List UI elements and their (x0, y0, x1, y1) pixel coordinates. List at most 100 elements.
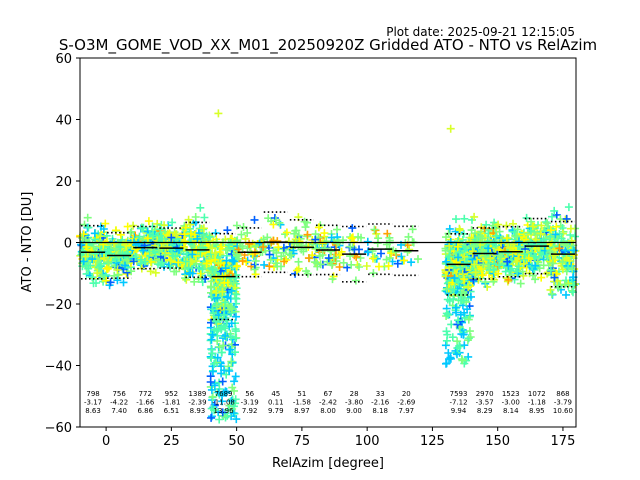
scatter-point (441, 246, 450, 255)
scatter-point (311, 258, 319, 267)
bin-label-std: 6.51 (164, 407, 180, 415)
scatter-point (562, 290, 570, 299)
scatter-point (507, 271, 516, 280)
scatter-point (558, 265, 567, 274)
scatter-point (158, 235, 167, 244)
scatter-point (513, 225, 522, 234)
scatter-point (458, 356, 467, 365)
bin-label-std: 8.14 (503, 407, 519, 415)
scatter-point (109, 239, 118, 248)
scatter-point (260, 242, 269, 250)
scatter-point (212, 302, 221, 311)
bin-label-n: 772 (139, 390, 152, 398)
bin-label-n: 756 (112, 390, 126, 398)
bin-label-std: 13.96 (214, 407, 235, 415)
scatter-point (327, 247, 336, 256)
x-tick-label: 25 (163, 434, 180, 449)
scatter-point (444, 349, 453, 357)
scatter-point (259, 243, 268, 251)
scatter-point (407, 258, 416, 267)
scatter-point (453, 337, 462, 346)
scatter-point (393, 259, 402, 268)
scatter-point (463, 305, 472, 314)
scatter-point (143, 234, 152, 243)
bin-label-mean: -3.79 (554, 399, 572, 407)
bin-label-n: 1072 (528, 390, 546, 398)
scatter-point (377, 249, 385, 258)
scatter-point (292, 239, 301, 248)
scatter-point (287, 251, 296, 260)
scatter-point (245, 239, 254, 248)
scatter-point (382, 255, 391, 264)
scatter-point (494, 269, 503, 278)
bin-label-n: 20 (402, 390, 411, 398)
scatter-point (101, 219, 110, 228)
scatter-point (127, 227, 136, 236)
scatter-point (233, 262, 241, 271)
scatter-point (408, 225, 417, 234)
scatter-point (445, 224, 454, 233)
x-tick-label: 0 (102, 434, 110, 449)
scatter-point (537, 273, 546, 282)
scatter-point (551, 230, 560, 239)
scatter-point (552, 222, 561, 231)
scatter-point (251, 270, 260, 279)
scatter-point (196, 247, 205, 256)
scatter-point (560, 280, 569, 289)
scatter-point (369, 254, 377, 263)
scatter-point (384, 261, 393, 270)
scatter-point (450, 274, 459, 283)
bin-label-mean: -7.12 (449, 399, 467, 407)
scatter-point (486, 254, 495, 263)
scatter-point (113, 276, 122, 285)
scatter-point (196, 203, 205, 212)
scatter-point (454, 278, 463, 287)
scatter-point (92, 279, 100, 287)
scatter-point (227, 357, 236, 366)
scatter-point (199, 224, 208, 233)
scatter-point (190, 277, 199, 286)
bin-label-mean: -1.81 (162, 399, 180, 407)
bin-label-mean: -3.19 (241, 399, 259, 407)
scatter-point (227, 304, 236, 313)
scatter-point (222, 265, 231, 274)
scatter-point (276, 220, 285, 229)
scatter-point (324, 254, 333, 263)
scatter-point (356, 254, 365, 262)
scatter-point (169, 251, 177, 260)
scatter-point (546, 266, 555, 275)
scatter-point (242, 258, 251, 266)
scatter-point (193, 234, 202, 243)
scatter-point (469, 241, 478, 250)
scatter-point (460, 214, 469, 223)
x-tick-label: 100 (355, 434, 380, 449)
scatter-point (351, 276, 360, 285)
scatter-point (504, 249, 512, 258)
scatter-point (150, 256, 159, 265)
scatter-point (527, 217, 536, 226)
scatter-point (121, 261, 129, 270)
bin-label-n: 7593 (450, 390, 468, 398)
scatter-point (208, 330, 217, 339)
scatter-point (79, 230, 88, 239)
scatter-point (223, 245, 232, 254)
scatter-point (135, 232, 144, 241)
scatter-point (168, 218, 177, 227)
scatter-point (514, 262, 523, 271)
scatter-point (160, 250, 169, 259)
scatter-point (547, 289, 556, 298)
scatter-point (215, 415, 224, 424)
scatter-point (231, 325, 240, 334)
scatter-point (210, 325, 219, 334)
scatter-point (501, 267, 510, 276)
scatter-point (212, 273, 221, 282)
scatter-point (131, 253, 140, 262)
scatter-point (546, 232, 555, 241)
scatter-point (479, 260, 488, 269)
scatter-point (153, 219, 162, 228)
scatter-point (232, 221, 241, 230)
scatter-point (96, 247, 105, 256)
scatter-point (113, 265, 122, 274)
scatter-point (564, 242, 573, 251)
